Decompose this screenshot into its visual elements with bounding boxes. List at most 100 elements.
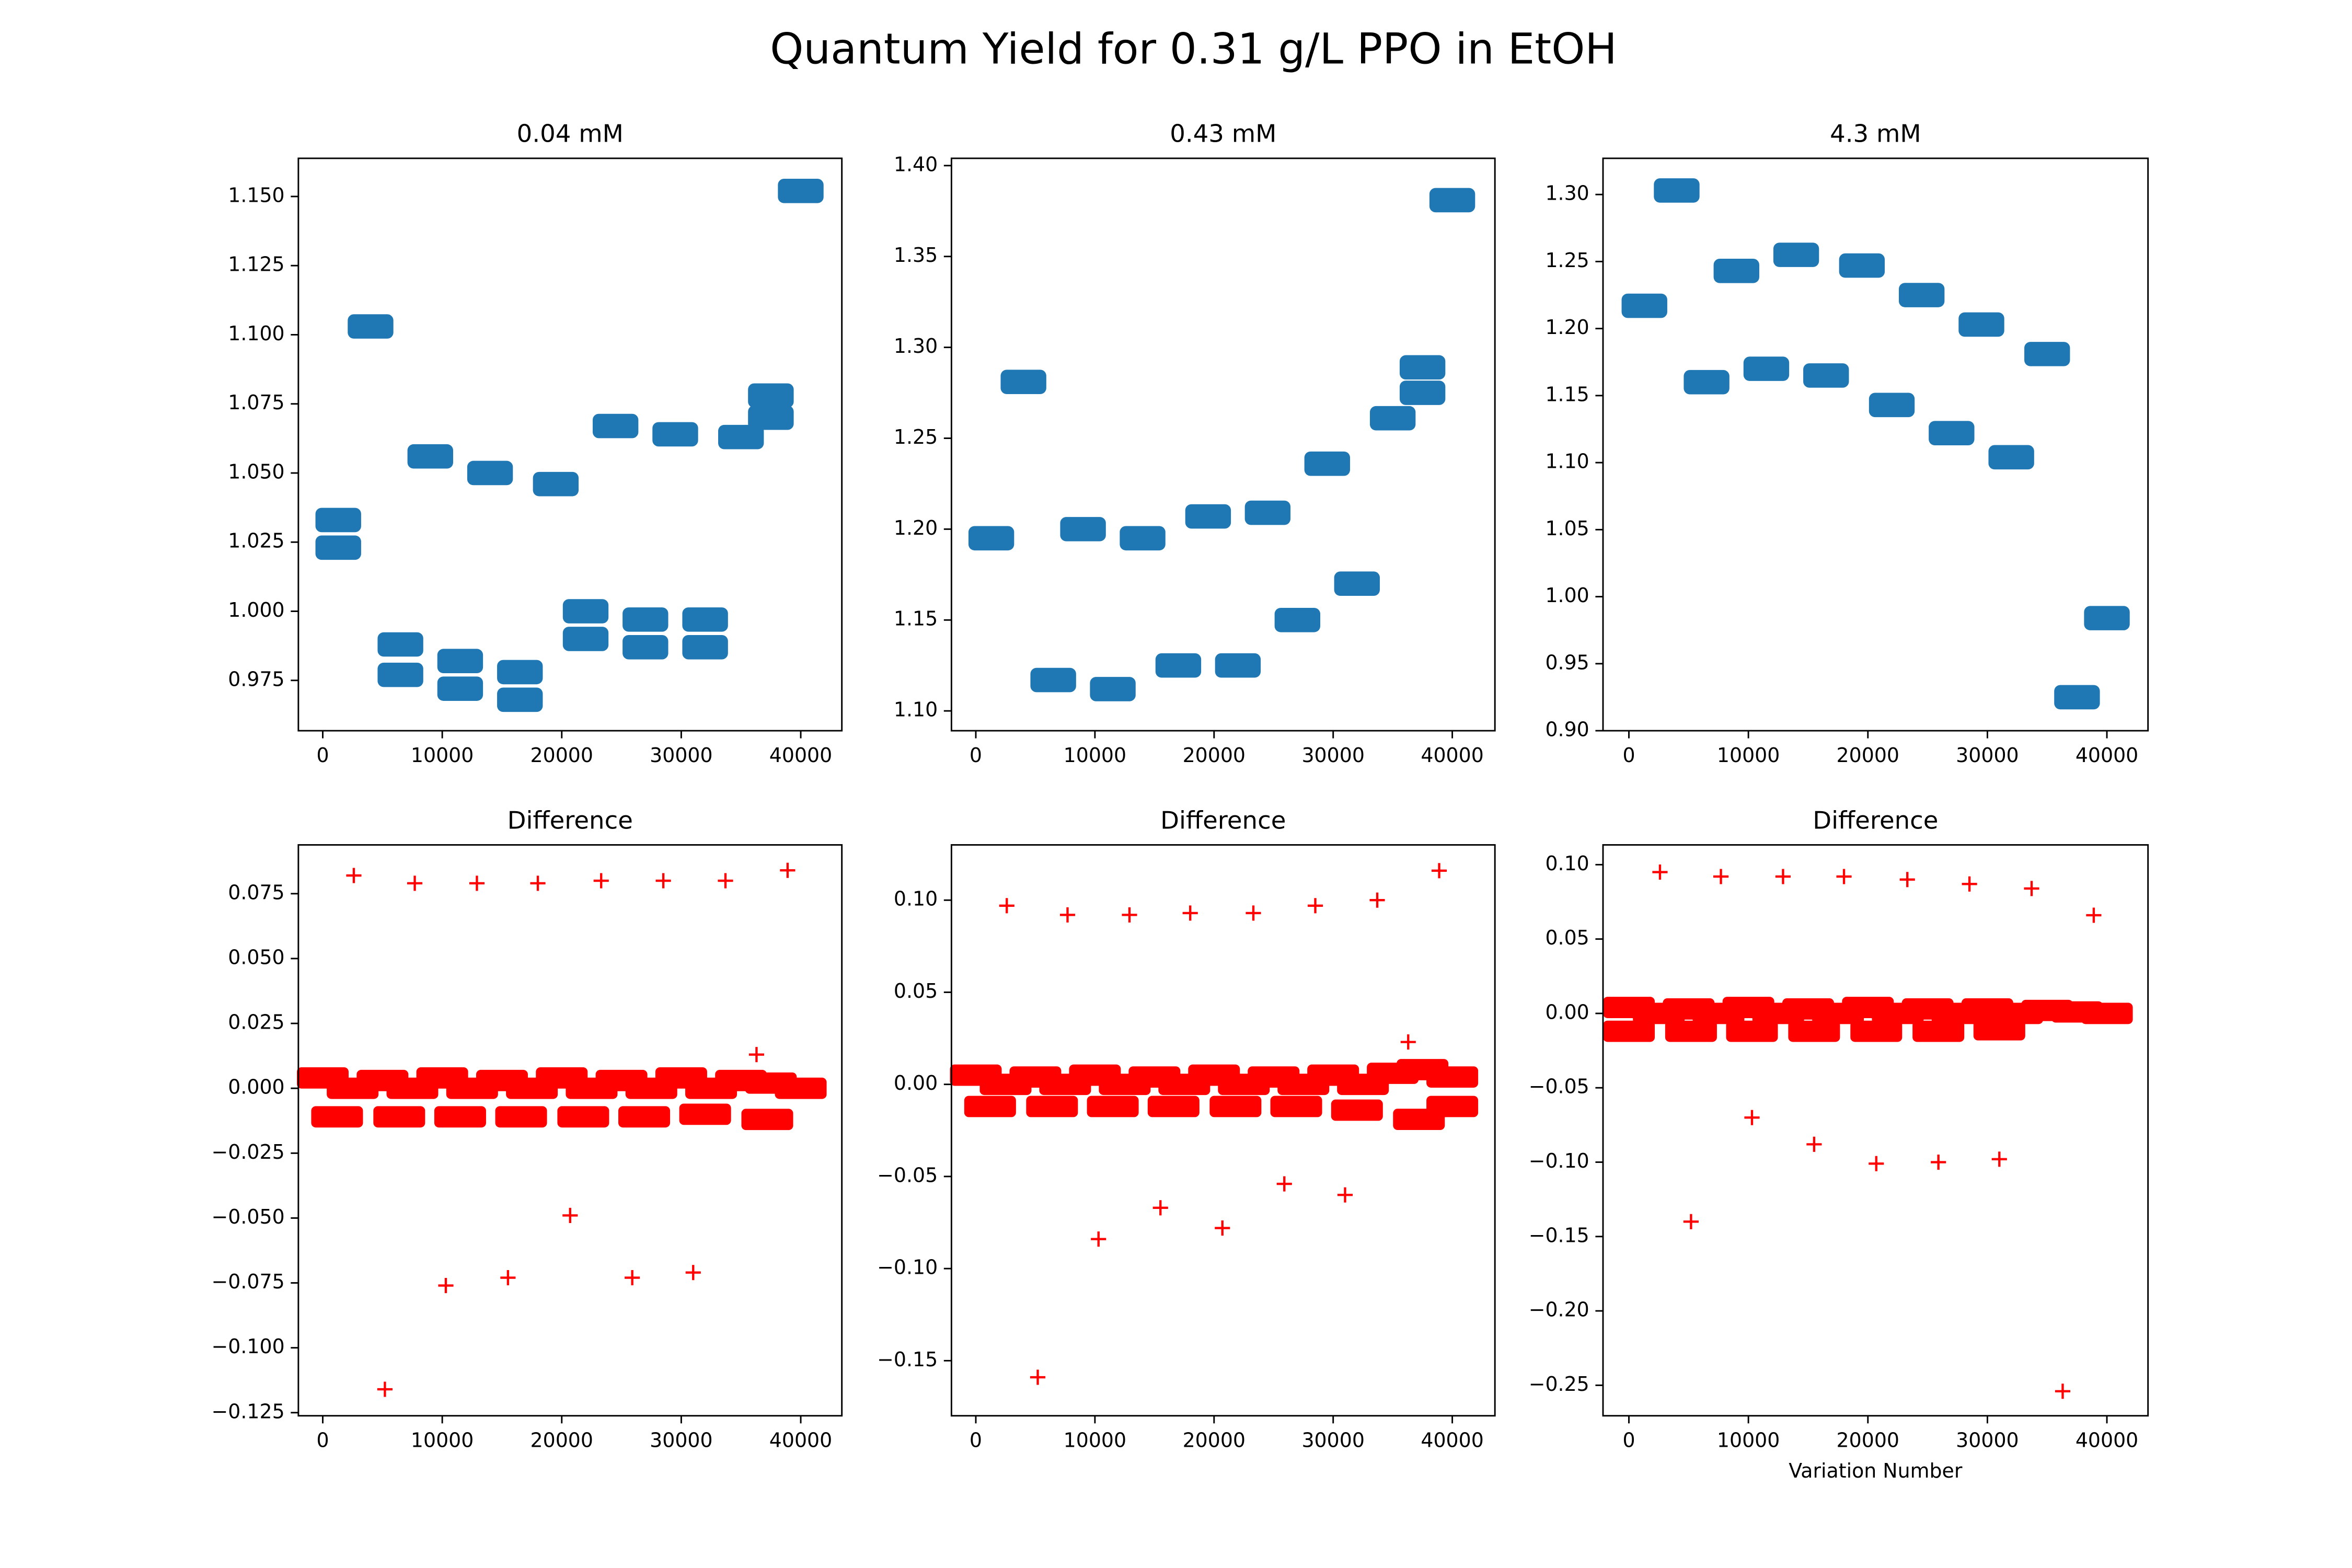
plus-marker: [1991, 1151, 2007, 1167]
y-tick-label: 1.125: [228, 253, 284, 276]
blob-marker: [377, 662, 423, 687]
plus-marker: [1713, 869, 1729, 884]
blob-marker: [1155, 653, 1202, 678]
x-tick-label: 0: [970, 744, 982, 767]
plus-marker: [1806, 1136, 1822, 1152]
axes-frame: [950, 157, 1496, 732]
band-marker: [1026, 1096, 1078, 1117]
plus-marker: [1122, 907, 1137, 923]
axes-frame: [950, 844, 1496, 1417]
blob-marker: [2054, 685, 2100, 710]
plus-marker: [1182, 905, 1198, 921]
x-tick-label: 30000: [1301, 744, 1364, 767]
x-axis-label: Variation Number: [1789, 1459, 1963, 1482]
y-tick-label: −0.10: [877, 1256, 938, 1279]
x-tick-label: 0: [970, 1429, 982, 1452]
y-tick-label: 1.10: [1545, 450, 1589, 473]
x-tick-label: 40000: [1421, 744, 1483, 767]
band-marker: [311, 1106, 363, 1128]
band-marker: [495, 1106, 547, 1128]
y-tick-label: 1.30: [1545, 182, 1589, 205]
y-tick-label: 1.05: [1545, 517, 1589, 540]
axes-frame: [1602, 157, 2149, 732]
plus-marker: [469, 875, 485, 891]
plus-marker: [625, 1270, 640, 1286]
plus-marker: [1962, 876, 1977, 892]
band-marker: [1912, 1020, 1965, 1042]
blob-marker: [315, 508, 361, 533]
axes-frame: [1602, 844, 2149, 1417]
blob-marker: [562, 599, 609, 624]
plus-marker: [1030, 1369, 1046, 1385]
blob-marker: [1684, 370, 1730, 395]
plus-marker: [2024, 881, 2039, 896]
x-tick-label: 30000: [1301, 1429, 1364, 1452]
blob-marker: [1773, 243, 1819, 267]
blob-marker: [1334, 571, 1380, 596]
y-tick-label: 1.10: [894, 698, 938, 721]
blob-marker: [1215, 653, 1261, 678]
y-tick-label: 1.15: [894, 607, 938, 630]
blob-marker: [748, 383, 794, 408]
figure-title: Quantum Yield for 0.31 g/L PPO in EtOH: [770, 24, 1617, 74]
plus-marker: [685, 1265, 701, 1281]
plus-marker: [1869, 1156, 1884, 1171]
x-tick-label: 0: [316, 1429, 329, 1452]
blob-marker: [315, 535, 361, 560]
y-tick-label: 0.10: [894, 887, 938, 910]
blob-marker: [377, 632, 423, 657]
x-tick-label: 10000: [1064, 744, 1126, 767]
y-tick-label: −0.125: [212, 1400, 285, 1423]
band-marker: [1973, 1019, 2025, 1041]
y-tick-label: 1.050: [228, 460, 284, 483]
y-tick-label: −0.100: [212, 1335, 285, 1358]
plus-marker: [1899, 872, 1915, 887]
y-tick-label: −0.025: [212, 1140, 285, 1163]
x-tick-label: 20000: [531, 1429, 593, 1452]
y-tick-label: 0.00: [1545, 1000, 1589, 1023]
band-marker: [1426, 1066, 1479, 1088]
plus-marker: [1652, 864, 1668, 880]
band-marker: [1147, 1096, 1200, 1117]
plus-marker: [1431, 863, 1447, 879]
x-tick-label: 10000: [411, 1429, 474, 1452]
band-marker: [618, 1106, 671, 1128]
x-tick-label: 20000: [1837, 744, 1899, 767]
y-tick-label: 0.05: [894, 979, 938, 1002]
subplot-title: 0.43 mM: [1170, 120, 1276, 148]
y-tick-label: 1.25: [894, 425, 938, 448]
blob-marker: [1030, 667, 1076, 693]
x-tick-label: 0: [1622, 744, 1635, 767]
plus-marker: [500, 1270, 516, 1286]
plus-marker: [1276, 1176, 1292, 1192]
plus-marker: [1775, 869, 1791, 884]
band-marker: [434, 1106, 486, 1128]
y-tick-label: 1.30: [894, 335, 938, 358]
blob-marker: [467, 460, 513, 486]
blob-marker: [622, 607, 668, 632]
blob-marker: [1304, 451, 1350, 476]
axes-frame: [297, 157, 843, 732]
blob-marker: [1060, 517, 1106, 541]
y-tick-label: 0.05: [1545, 926, 1589, 949]
blob-marker: [1399, 381, 1446, 405]
blob-marker: [778, 179, 824, 203]
blob-marker: [1958, 312, 2004, 337]
y-tick-label: 0.00: [894, 1071, 938, 1094]
axes-frame: [297, 844, 843, 1417]
plus-marker: [999, 898, 1014, 914]
y-tick-label: 1.25: [1545, 249, 1589, 272]
blob-marker: [682, 607, 728, 632]
blob-marker: [1839, 253, 1885, 278]
plus-marker: [1337, 1187, 1353, 1203]
band-marker: [373, 1106, 425, 1128]
blob-marker: [1399, 355, 1446, 380]
blob-marker: [1274, 607, 1321, 632]
plus-marker: [1931, 1154, 1946, 1170]
y-tick-label: 0.95: [1545, 651, 1589, 674]
plus-marker: [407, 875, 423, 891]
plus-marker: [1307, 898, 1323, 914]
blob-marker: [968, 526, 1014, 551]
band-marker: [557, 1106, 609, 1128]
plus-marker: [1744, 1110, 1760, 1125]
